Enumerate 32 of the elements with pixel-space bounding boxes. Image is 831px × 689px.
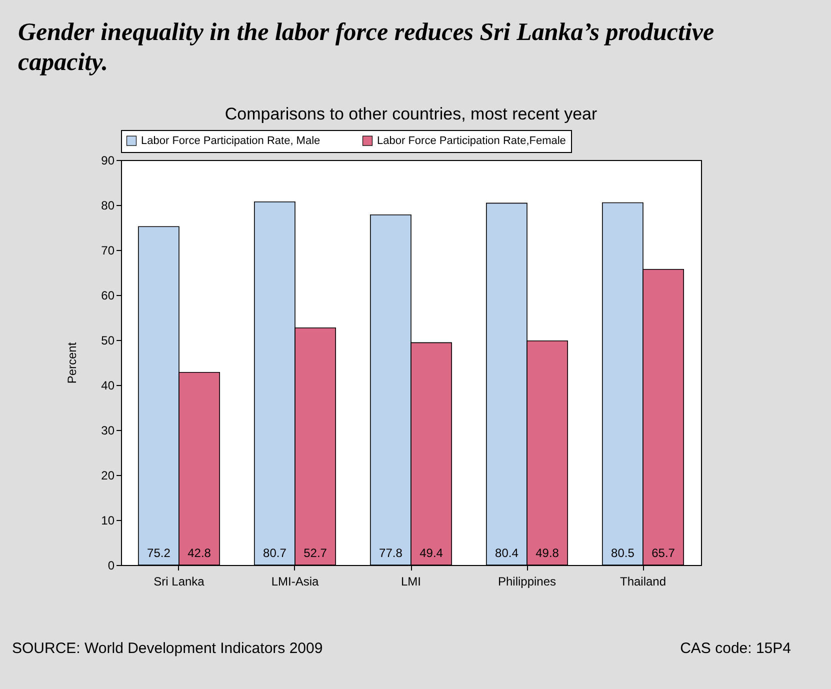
data-label: 49.8 [536, 546, 560, 560]
data-label: 77.8 [379, 546, 403, 560]
text: CAS code: 15P4 [680, 640, 791, 657]
x-tick-label: Philippines [498, 574, 556, 588]
data-label: 49.4 [420, 546, 444, 560]
y-tick-label: 30 [101, 424, 115, 438]
chart-title: Gender inequality in the labor force reduces Sri Lanka’s productive capacity. [18, 18, 716, 78]
x-tick-label: LMI-Asia [271, 574, 319, 588]
y-tick-label: 20 [101, 468, 115, 482]
y-axis-title: Percent [65, 342, 80, 384]
data-label: 80.5 [611, 546, 635, 560]
data-label: 65.7 [652, 546, 676, 560]
y-tick-label: 60 [101, 288, 115, 302]
y-tick-label: 10 [101, 514, 115, 528]
x-tick-label: Sri Lanka [154, 574, 205, 588]
y-tick-label: 70 [101, 244, 115, 258]
x-tick-label: LMI [400, 574, 422, 588]
source-note: SOURCE: World Development Indicators 2009 [12, 640, 323, 657]
y-tick-label: 0 [108, 558, 115, 572]
y-tick-label: 80 [101, 198, 115, 212]
data-label: 80.4 [495, 546, 519, 560]
legend-label: Labor Force Participation Rate, Male [141, 134, 320, 147]
x-tick-label: Thailand [620, 574, 666, 588]
data-label: 42.8 [188, 546, 212, 560]
chart-subtitle: Comparisons to other countries, most recent year [224, 104, 598, 124]
data-label: 52.7 [304, 546, 328, 560]
y-tick-label: 40 [101, 378, 115, 392]
y-tick-label: 50 [101, 334, 115, 348]
legend-label: Labor Force Participation Rate,Female [377, 134, 566, 147]
data-label: 75.2 [147, 546, 171, 560]
y-tick-label: 90 [101, 154, 115, 168]
data-label: 80.7 [263, 546, 287, 560]
